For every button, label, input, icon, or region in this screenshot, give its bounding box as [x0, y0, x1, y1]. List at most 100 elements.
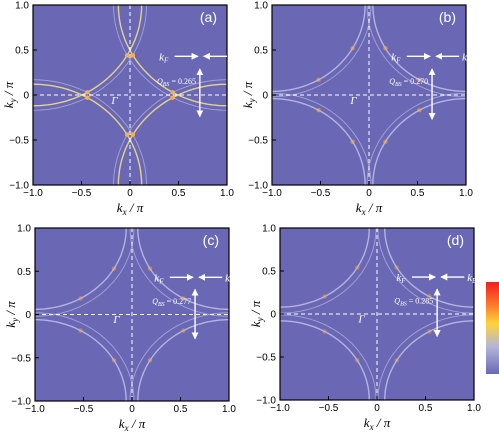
x-axis-label: kx / π — [119, 416, 146, 433]
hot-spot — [355, 358, 360, 363]
qbs-label: QBS = 0.265 — [157, 77, 196, 88]
gamma-label: Γ — [112, 314, 120, 326]
y-tick-label: 0 — [262, 91, 268, 102]
hot-spot — [427, 294, 432, 299]
contour-group — [272, 5, 466, 185]
panel-c: −1.0−1.0 −0.5 −0.5 0 0 0.5 0.5 1.0 1.0 kx / π ky /… — [3, 224, 238, 434]
y-tick-label: 0 — [25, 310, 31, 321]
hot-spot — [111, 266, 117, 271]
hot-spot — [316, 77, 321, 83]
kbs-label: kBS — [225, 272, 238, 285]
y-tick-label: −1.0 — [248, 181, 268, 192]
fermi-contour — [33, 5, 147, 111]
kf-label: kF — [396, 272, 406, 285]
fermi-contour — [280, 320, 370, 400]
y-tick-label: −1.0 — [256, 396, 276, 407]
kbs-label: kBS — [462, 51, 475, 64]
hot-spot — [85, 95, 90, 100]
x-tick-label: 0 — [374, 403, 380, 414]
x-axis-label: kx / π — [117, 200, 144, 217]
x-tick-label: 0 — [366, 188, 372, 199]
hot-spot — [350, 139, 355, 144]
hot-spot — [394, 358, 399, 363]
kbs-label: kBS — [467, 272, 480, 285]
fermi-contour — [384, 320, 474, 400]
hot-spot — [130, 53, 136, 58]
x-axis-label: kx / π — [356, 200, 383, 217]
qbs-label: QBS = 0.285 — [394, 297, 433, 308]
hot-spot — [181, 296, 186, 301]
hot-spot — [355, 265, 360, 270]
kf-label: kF — [154, 272, 164, 285]
hot-spot — [111, 358, 117, 363]
colorbar — [486, 282, 499, 374]
hot-spot — [383, 46, 388, 51]
x-tick-label: 1.0 — [220, 188, 234, 199]
y-tick-label: −0.5 — [9, 136, 29, 147]
fermi-contour — [372, 97, 466, 185]
panel-label: (b) — [439, 9, 456, 25]
fermi-contour — [280, 314, 377, 400]
y-tick-label: 1.0 — [17, 224, 31, 235]
hot-spot — [394, 265, 399, 270]
y-tick-label: −0.5 — [11, 353, 31, 364]
fermi-contour — [33, 79, 147, 185]
hot-spot — [181, 328, 186, 333]
y-axis-label: ky / π — [240, 81, 257, 108]
qbs-label: QBS = 0.277 — [152, 297, 191, 308]
y-tick-label: −0.5 — [248, 136, 268, 147]
y-tick-label: −0.5 — [256, 353, 276, 364]
hot-spot — [170, 95, 175, 100]
x-tick-label: −0.5 — [319, 403, 339, 414]
y-axis-label: ky / π — [1, 81, 18, 108]
fermi-contour — [280, 228, 377, 314]
y-tick-label: 1.0 — [262, 224, 276, 235]
x-tick-label: −0.5 — [311, 188, 331, 199]
hot-spot — [350, 46, 355, 51]
fermi-contour — [35, 319, 127, 401]
x-tick-label: 1.0 — [459, 188, 473, 199]
x-tick-label: −1.0 — [25, 404, 45, 415]
x-tick-label: 0 — [127, 188, 133, 199]
fermi-contour — [272, 97, 366, 185]
x-tick-label: −1.0 — [23, 188, 43, 199]
y-tick-label: 0.5 — [262, 267, 276, 278]
x-tick-label: 0.5 — [411, 188, 425, 199]
panel-a: −1.0−1.0 −0.5 −0.5 0 0 0.5 0.5 1.0 1.0 kx / π ky /… — [1, 1, 243, 218]
y-tick-label: −1.0 — [11, 397, 31, 408]
x-tick-label: 1.0 — [467, 403, 481, 414]
x-tick-label: 0 — [129, 404, 135, 415]
y-axis-label: ky / π — [3, 301, 20, 328]
hot-spot — [316, 108, 321, 113]
gamma-label: Γ — [357, 314, 365, 326]
y-tick-label: 0 — [270, 310, 276, 321]
hot-spot — [78, 296, 83, 301]
fermi-contour — [35, 228, 135, 317]
fermi-contour — [377, 228, 474, 314]
contour-group — [35, 228, 229, 401]
hot-spot — [78, 328, 83, 333]
x-tick-label: −1.0 — [270, 403, 290, 414]
fermi-contour — [33, 5, 143, 107]
fermi-contour — [366, 92, 466, 185]
qbs-label: QBS = 0.270 — [389, 77, 428, 88]
hot-spot — [417, 108, 422, 113]
fermi-contour — [372, 5, 466, 93]
fermi-contour — [137, 228, 229, 310]
fermi-contour — [272, 92, 372, 185]
y-tick-label: −1.0 — [9, 181, 29, 192]
hot-spot — [322, 294, 327, 299]
fermi-contour — [384, 228, 474, 308]
panel-label: (d) — [447, 232, 464, 248]
fermi-contour — [137, 319, 229, 401]
contour-group — [280, 228, 474, 400]
fermi-contour — [35, 228, 127, 310]
fermi-contour — [35, 312, 135, 401]
y-tick-label: 1.0 — [254, 1, 268, 12]
fermi-contour — [129, 228, 229, 317]
kf-label: kF — [159, 51, 169, 64]
fermi-contour — [272, 5, 372, 98]
x-tick-label: 1.0 — [222, 404, 236, 415]
panel-b: −1.0−1.0 −0.5 −0.5 0 0 0.5 0.5 1.0 1.0 kx / π ky /… — [240, 1, 475, 218]
